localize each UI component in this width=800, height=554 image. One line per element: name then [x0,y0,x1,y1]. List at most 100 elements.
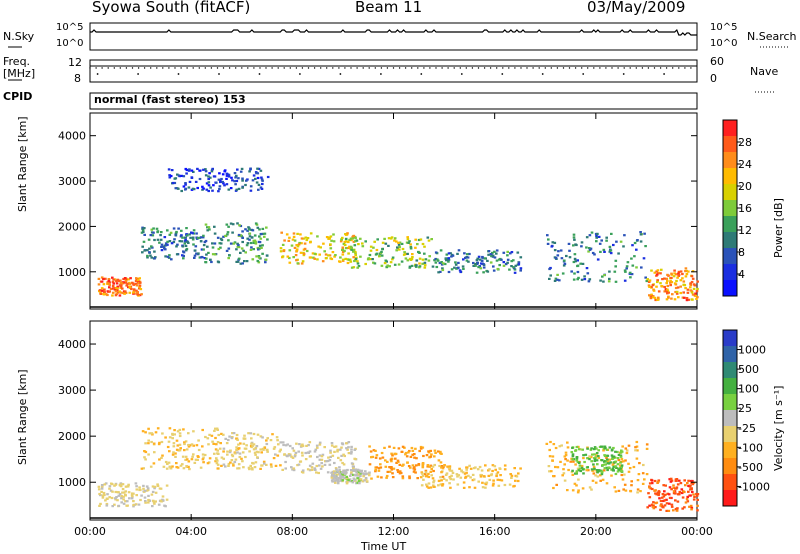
velocity-echo-cell [498,467,501,470]
velocity-echo-cell [157,443,161,446]
velocity-echo-cell [480,469,484,472]
velocity-echo-cell [341,442,344,445]
power-echo-cell [207,177,210,181]
velocity-echo-cell [100,490,103,493]
power-echo-cell [299,251,303,254]
power-echo-cell [102,277,105,281]
velocity-echo-cell [676,483,680,486]
velocity-echo-cell [614,490,618,493]
power-echo-cell [431,265,435,268]
power-echo-cell [421,262,424,265]
power-echo-cell [288,249,292,252]
velocity-echo-cell [421,464,425,467]
velocity-echo-cell [299,460,303,463]
power-echo-cell [588,247,591,250]
power-echo-cell [227,175,231,178]
velocity-echo-cell [601,464,604,467]
velocity-ytick-label: 2000 [58,430,86,443]
power-echo-cell [172,227,176,230]
velocity-echo-cell [595,454,598,457]
power-echo-cell [241,236,244,239]
power-echo-cell [685,269,688,273]
velocity-echo-cell [341,479,345,482]
velocity-echo-cell [585,469,589,472]
power-echo-cell [461,265,465,268]
velocity-echo-cell [147,498,150,502]
power-echo-cell [423,245,426,248]
nave-dot [641,67,644,69]
velocity-echo-cell [656,491,660,494]
velocity-echo-cell [294,451,298,454]
power-echo-cell [380,264,384,267]
power-echo-cell [430,238,433,241]
velocity-echo-cell [368,445,371,448]
velocity-echo-cell [420,471,424,474]
power-echo-cell [216,236,220,239]
power-echo-cell [220,177,223,181]
velocity-echo-cell [586,457,589,460]
velocity-echo-cell [623,473,626,476]
velocity-echo-cell [347,446,350,449]
nave-dot [550,67,552,69]
power-echo-cell [556,278,559,281]
power-echo-cell [149,234,153,237]
velocity-echo-cell [392,446,396,449]
power-echo-cell [493,250,496,253]
power-echo-cell [397,263,401,266]
power-echo-cell [194,245,198,248]
power-echo-cell [182,250,185,253]
power-echo-cell [316,235,319,238]
velocity-echo-cell [696,498,699,501]
velocity-echo-cell [185,465,188,468]
velocity-echo-cell [279,448,282,451]
velocity-echo-cell [380,451,384,455]
velocity-echo-cell [130,497,134,500]
velocity-echo-cell [343,472,347,476]
velocity-echo-cell [610,468,613,471]
velocity-echo-cell [672,486,675,489]
power-echo-cell [673,269,676,272]
power-echo-cell [132,291,135,294]
velocity-echo-cell [339,479,343,482]
velocity-echo-cell [362,475,365,478]
velocity-echo-cell [364,470,367,473]
velocity-echo-cell [467,474,470,477]
velocity-echo-cell [687,484,690,487]
velocity-echo-cell [513,484,516,488]
power-echo-cell [106,282,109,285]
velocity-echo-cell [581,468,585,471]
velocity-echo-cell [171,465,174,468]
power-echo-cell [119,291,123,294]
velocity-echo-cell [140,467,144,470]
velocity-echo-cell [614,472,618,476]
velocity-echo-cell [592,465,596,468]
power-echo-cell [388,265,391,268]
power-echo-cell [376,238,379,241]
power-echo-cell [191,236,195,239]
power-echo-cell [673,272,676,275]
velocity-echo-cell [172,445,176,448]
velocity-echo-cell [150,493,154,496]
power-echo-cell [246,242,250,245]
power-echo-cell [279,250,283,253]
power-echo-cell [690,291,694,294]
velocity-echo-cell [318,464,321,467]
velocity-echo-cell [597,456,601,459]
velocity-echo-cell [356,481,360,484]
power-echo-cell [207,184,211,187]
power-echo-cell [650,293,653,296]
velocity-echo-cell [164,436,167,439]
velocity-echo-cell [158,458,161,461]
velocity-echo-cell [122,498,125,501]
power-echo-cell [605,236,608,239]
velocity-echo-cell [216,428,219,431]
power-colorbar-swatch [723,216,737,233]
velocity-echo-cell [137,503,141,506]
velocity-echo-cell [413,456,416,459]
power-echo-cell [598,242,602,245]
velocity-echo-cell [564,451,568,454]
nave-dot [635,67,637,69]
power-echo-cell [189,236,192,239]
power-echo-cell [288,256,291,260]
velocity-echo-cell [247,466,251,469]
